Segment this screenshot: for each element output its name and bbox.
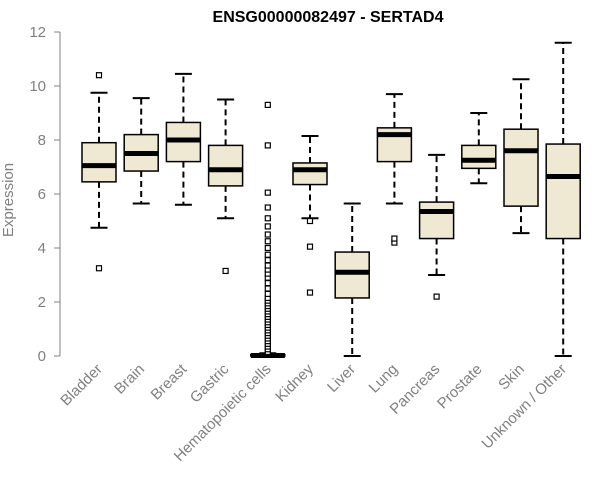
y-tick-label: 8 xyxy=(38,132,46,149)
box-iqr xyxy=(545,143,581,240)
box-hematopoietic-cells xyxy=(250,101,286,358)
x-tick-label: Breast xyxy=(148,360,191,403)
y-tick-label: 10 xyxy=(29,78,46,95)
outlier-point xyxy=(264,189,271,196)
x-tick-label: Brain xyxy=(111,361,148,398)
box-iqr xyxy=(503,128,539,207)
outlier-point xyxy=(264,142,271,149)
outlier-point xyxy=(433,293,440,300)
box-kidney xyxy=(292,134,328,296)
outlier-point xyxy=(264,285,271,292)
outlier-point xyxy=(264,231,271,238)
x-tick-label: Lung xyxy=(366,361,402,397)
outlier-point xyxy=(264,262,271,269)
outlier-point xyxy=(264,215,271,222)
outlier-point xyxy=(264,101,271,109)
box-iqr xyxy=(207,144,244,187)
x-tick-label: Prostate xyxy=(434,361,486,413)
box-gastric xyxy=(207,98,244,275)
box-iqr xyxy=(81,141,117,183)
outlier-point xyxy=(306,217,314,225)
outlier-point xyxy=(222,267,229,275)
outlier-point xyxy=(264,238,271,245)
outlier-point xyxy=(264,223,271,230)
x-tick-label: Bladder xyxy=(57,361,106,410)
x-tick-label: Skin xyxy=(495,361,528,394)
box-pancreas xyxy=(418,153,455,300)
box-lung xyxy=(376,93,413,246)
y-tick-label: 0 xyxy=(38,348,46,365)
boxes xyxy=(81,41,581,358)
x-tick-label: Liver xyxy=(324,361,359,396)
outlier-point xyxy=(264,204,271,211)
y-tick-label: 6 xyxy=(38,186,46,203)
outlier-point xyxy=(264,251,271,258)
box-breast xyxy=(165,72,202,206)
outlier-point xyxy=(95,265,103,272)
outlier-point xyxy=(264,290,271,297)
box-skin xyxy=(503,78,539,235)
outlier-point xyxy=(264,257,271,264)
box-unknown-other xyxy=(545,41,581,357)
y-tick-label: 4 xyxy=(38,240,46,257)
outlier-point xyxy=(95,72,103,79)
box-iqr xyxy=(418,201,455,240)
box-prostate xyxy=(461,112,497,185)
box-iqr xyxy=(334,251,370,299)
outlier-point xyxy=(306,243,314,250)
y-axis-label: Expression xyxy=(0,163,17,237)
box-iqr xyxy=(461,144,497,170)
outlier-point xyxy=(264,280,271,287)
outlier-point xyxy=(264,244,271,252)
box-iqr xyxy=(292,162,328,186)
y-tick-label: 2 xyxy=(38,294,46,311)
box-liver xyxy=(334,202,370,357)
outlier-point xyxy=(306,289,314,296)
x-tick-label: Kidney xyxy=(272,360,317,405)
outlier-point xyxy=(391,235,398,242)
box-bladder xyxy=(81,72,117,272)
y-axis: 0 2 4 6 8 10 12 xyxy=(29,24,61,365)
chart-title: ENSG00000082497 - SERTAD4 xyxy=(213,9,444,26)
box-brain xyxy=(123,97,159,205)
y-tick-label: 12 xyxy=(29,24,46,41)
